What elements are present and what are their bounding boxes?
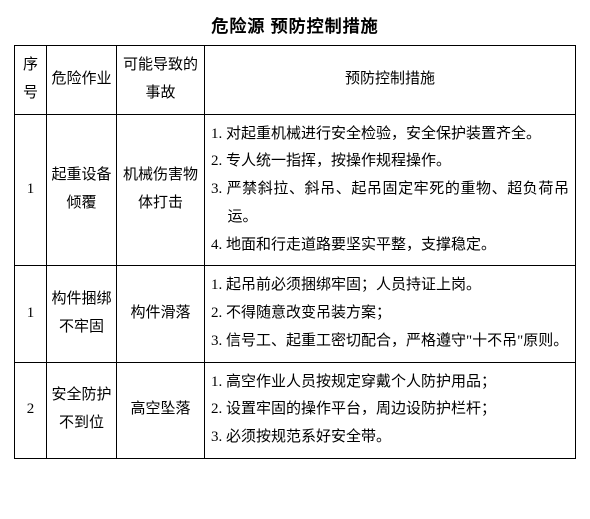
cell-hazard: 构件捆绑不牢固: [47, 266, 117, 362]
cell-no: 1: [15, 266, 47, 362]
measure-item: 2. 设置牢固的操作平台，周边设防护栏杆；: [211, 396, 569, 424]
measure-item: 3. 必须按规范系好安全带。: [211, 424, 569, 452]
header-no: 序号: [15, 46, 47, 115]
cell-accident: 构件滑落: [117, 266, 205, 362]
measure-item: 2. 不得随意改变吊装方案；: [211, 300, 569, 328]
measure-item: 1. 高空作业人员按规定穿戴个人防护用品；: [211, 369, 569, 397]
cell-measure: 1. 对起重机械进行安全检验，安全保护装置齐全。 2. 专人统一指挥，按操作规程…: [205, 114, 576, 266]
cell-accident: 高空坠落: [117, 362, 205, 458]
header-accident: 可能导致的事故: [117, 46, 205, 115]
table-row: 1 起重设备倾覆 机械伤害物体打击 1. 对起重机械进行安全检验，安全保护装置齐…: [15, 114, 576, 266]
measure-item: 2. 专人统一指挥，按操作规程操作。: [211, 148, 569, 176]
cell-measure: 1. 起吊前必须捆绑牢固；人员持证上岗。 2. 不得随意改变吊装方案； 3. 信…: [205, 266, 576, 362]
measure-item: 4. 地面和行走道路要坚实平整，支撑稳定。: [211, 232, 569, 260]
measure-item: 1. 对起重机械进行安全检验，安全保护装置齐全。: [211, 121, 569, 149]
cell-hazard: 安全防护不到位: [47, 362, 117, 458]
cell-no: 2: [15, 362, 47, 458]
cell-measure: 1. 高空作业人员按规定穿戴个人防护用品； 2. 设置牢固的操作平台，周边设防护…: [205, 362, 576, 458]
measure-item: 1. 起吊前必须捆绑牢固；人员持证上岗。: [211, 272, 569, 300]
measure-item: 3. 严禁斜拉、斜吊、起吊固定牢死的重物、超负荷吊运。: [211, 176, 569, 232]
header-measure: 预防控制措施: [205, 46, 576, 115]
cell-hazard: 起重设备倾覆: [47, 114, 117, 266]
cell-no: 1: [15, 114, 47, 266]
header-hazard: 危险作业: [47, 46, 117, 115]
table-header-row: 序号 危险作业 可能导致的事故 预防控制措施: [15, 46, 576, 115]
hazard-table: 序号 危险作业 可能导致的事故 预防控制措施 1 起重设备倾覆 机械伤害物体打击…: [14, 45, 576, 459]
cell-accident: 机械伤害物体打击: [117, 114, 205, 266]
table-row: 2 安全防护不到位 高空坠落 1. 高空作业人员按规定穿戴个人防护用品； 2. …: [15, 362, 576, 458]
page-title: 危险源 预防控制措施: [14, 12, 576, 37]
measure-item: 3. 信号工、起重工密切配合，严格遵守"十不吊"原则。: [211, 328, 569, 356]
table-row: 1 构件捆绑不牢固 构件滑落 1. 起吊前必须捆绑牢固；人员持证上岗。 2. 不…: [15, 266, 576, 362]
